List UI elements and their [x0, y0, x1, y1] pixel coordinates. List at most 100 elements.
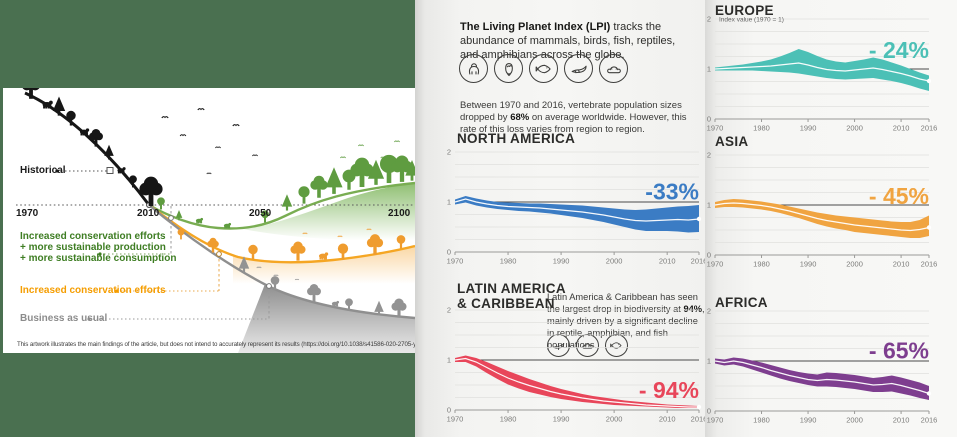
bird-icon [494, 54, 523, 83]
year-label-2050: 2050 [249, 208, 272, 219]
x-tick-label: 1990 [800, 124, 817, 133]
europe-title: EUROPE [715, 3, 774, 18]
x-tick-label: 1970 [707, 124, 724, 133]
x-tick-label: 1970 [447, 257, 464, 266]
y-tick-label: 1 [447, 356, 451, 365]
historical-marker [106, 167, 114, 174]
asia-title: ASIA [715, 134, 749, 149]
y-tick-label: 2 [447, 148, 451, 157]
europe-plot: Index value (1970 = 1)1970 1980 1990 2000 20… [707, 15, 938, 133]
y-tick-label: 1 [447, 198, 451, 207]
latam-note: Latin America & Caribbean has seen the l… [547, 292, 705, 351]
confidence-band [715, 199, 929, 238]
x-tick-label: 1980 [753, 260, 770, 269]
x-tick-label: 1970 [707, 260, 724, 269]
reptile-icon [564, 54, 593, 83]
green-hill-fill [243, 183, 415, 241]
scenario-green-line1: Increased conservation efforts [20, 231, 166, 242]
y-tick-label: 0 [707, 251, 711, 260]
historical-silhouettes [21, 88, 258, 206]
x-tick-label: 2016 [921, 416, 937, 425]
end-point [696, 404, 702, 410]
x-tick-label: 2016 [921, 260, 937, 269]
y-tick-label: 2 [447, 306, 451, 315]
green-node [168, 215, 174, 221]
x-tick-label: 2010 [893, 416, 910, 425]
x-tick-label: 1990 [553, 415, 570, 424]
latam-title-line1: LATIN AMERICA [457, 281, 566, 296]
index-line [714, 202, 930, 232]
artwork-canvas: Historical 1970 2010 2050 2100 Increased… [3, 88, 419, 353]
fish-icon [529, 54, 558, 83]
pct-label: - 94% [639, 377, 699, 403]
artwork-caption: This artwork illustrates the main findin… [17, 341, 419, 348]
gray-leader-dot [87, 317, 91, 321]
gray-hill-fill [238, 284, 415, 353]
x-tick-label: 1990 [800, 260, 817, 269]
scenario-label-green: Increased conservation efforts + more su… [20, 231, 176, 264]
latam-note-bold: 94% [683, 304, 703, 315]
y-tick-label: 1 [707, 201, 711, 210]
x-tick-label: 1970 [447, 415, 464, 424]
scenario-green-line3: + more sustainable consumption [20, 253, 177, 264]
index-line [714, 360, 930, 395]
scenario-label-orange: Increased conservation efforts [20, 285, 166, 296]
index-line [454, 357, 699, 408]
pct-label: -33% [645, 179, 699, 205]
historical-label: Historical [20, 165, 66, 176]
latam-species-icon-row [547, 334, 628, 357]
confidence-band [455, 196, 699, 233]
stats-pre: Between 1970 and 2016, vertebrate popula… [460, 99, 682, 123]
asia-plot: 1970 1980 1990 2000 2010 2016 0 1 2 - 45% [707, 151, 938, 269]
x-tick-label: 1990 [800, 416, 817, 425]
right-column: EUROPE Index value (1970 = 1) 1970 1980 199… [705, 0, 957, 437]
x-tick-label: 2000 [846, 124, 863, 133]
x-tick-label: 2016 [691, 257, 707, 266]
historical-leader-dot [55, 169, 59, 173]
y-tick-label: 1 [707, 65, 711, 74]
x-tick-label: 2016 [921, 124, 937, 133]
x-tick-label: 1990 [553, 257, 570, 266]
x-tick-label: 1980 [500, 257, 517, 266]
y-tick-label: 2 [707, 151, 711, 160]
x-tick-label: 1970 [707, 416, 724, 425]
amphibian-icon [599, 54, 628, 83]
end-point [926, 225, 932, 230]
green-scenario-curve [148, 181, 415, 230]
latam-note-pre: Latin America & Caribbean has seen the l… [547, 292, 698, 315]
index-line [714, 62, 930, 82]
africa-plot: 1970 1980 1990 2000 2010 2016 0 1 2 - 65% [707, 307, 938, 425]
y-tick-label: 0 [447, 248, 451, 257]
orange-ground-fill [233, 246, 415, 284]
europe-chart: Index value (1970 = 1) 1970 1980 1990 2000 20… [701, 13, 938, 140]
y-tick-label: 0 [707, 115, 711, 124]
gray-node [266, 283, 272, 289]
x-tick-label: 2000 [606, 415, 623, 424]
amphibian-icon [576, 334, 599, 357]
scenario-label-gray: Business as usual [20, 313, 108, 324]
africa-title: AFRICA [715, 295, 768, 310]
end-point [696, 216, 702, 222]
latin-america-title: LATIN AMERICA & CARIBBEAN [457, 281, 572, 312]
artwork-illustration [16, 88, 415, 353]
year-label-2100: 2100 [388, 208, 411, 219]
stats-bold: 68% [510, 111, 530, 123]
north-america-title: NORTH AMERICA [457, 131, 576, 146]
latam-note-post: , mainly driven by a significant decline… [547, 304, 705, 350]
orange-leader-dot [115, 289, 119, 293]
intro-stats: Between 1970 and 2016, vertebrate popula… [460, 100, 694, 137]
x-tick-label: 1980 [753, 416, 770, 425]
end-point [926, 391, 932, 396]
pct-label: - 24% [869, 37, 929, 63]
latin-america-chart: 1970 1980 1990 2000 2010 2016 0 1 2- 94% [441, 304, 708, 431]
index-line [454, 198, 700, 222]
x-tick-label: 2000 [606, 257, 623, 266]
pct-label: - 45% [869, 183, 929, 209]
y-axis-title: Index value (1970 = 1) [719, 17, 784, 24]
end-point [926, 78, 932, 84]
intro-lead-bold: The Living Planet Index (LPI) [460, 21, 611, 33]
y-tick-label: 0 [707, 407, 711, 416]
y-tick-label: 2 [707, 15, 711, 24]
latam-title-line2: & CARIBBEAN [457, 295, 555, 311]
